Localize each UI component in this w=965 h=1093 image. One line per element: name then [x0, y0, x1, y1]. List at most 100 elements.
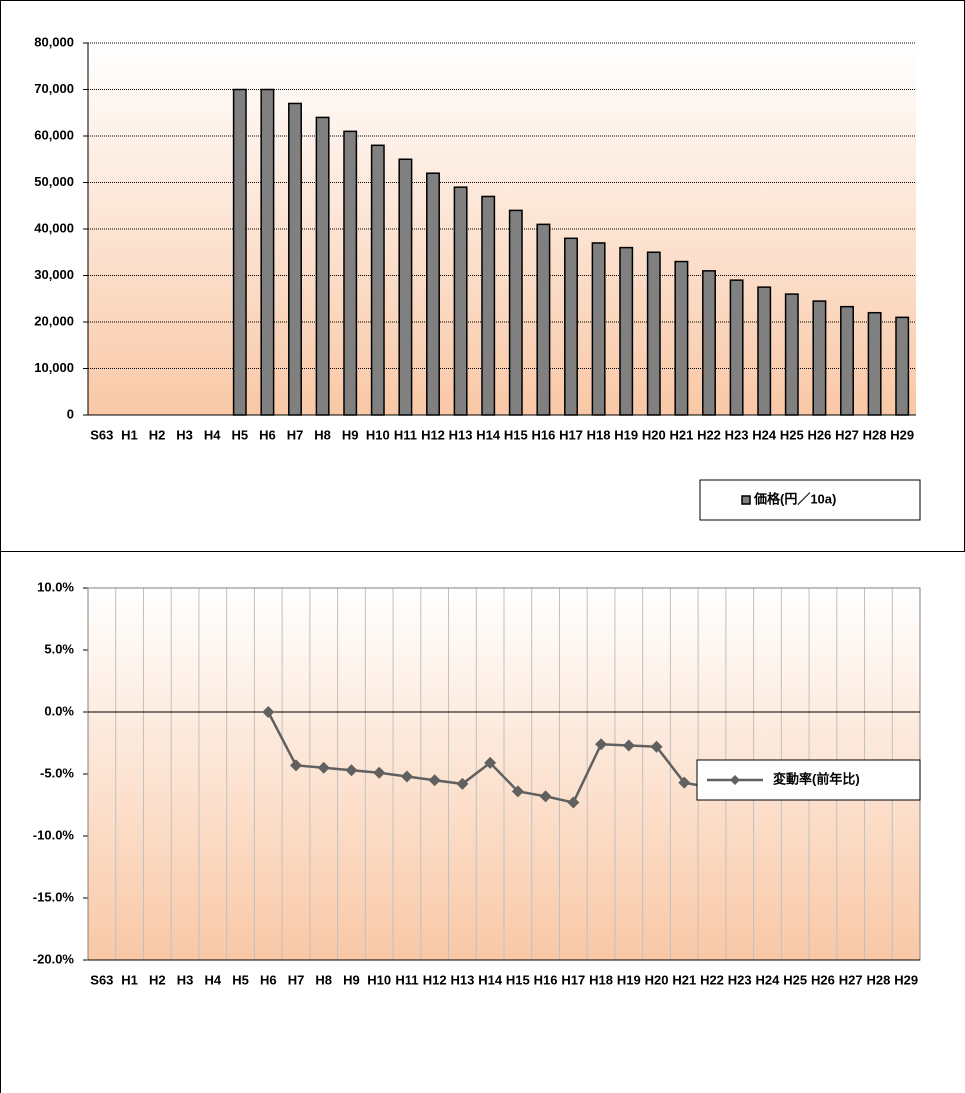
y-tick-label: 0: [67, 406, 74, 421]
marker: [650, 740, 663, 753]
legend-box: [699, 479, 921, 521]
bar: [784, 293, 799, 416]
marker: [262, 706, 275, 718]
bar: [564, 237, 578, 416]
y-tick-label: 10,000: [34, 360, 74, 375]
x-tick-label: H23: [728, 972, 752, 987]
bar: [370, 144, 385, 416]
x-tick-label: H16: [531, 427, 555, 442]
x-tick-label: H8: [315, 972, 332, 987]
bar: [619, 246, 634, 416]
bar: [260, 88, 275, 416]
x-tick-label: H7: [287, 427, 304, 442]
bar: [646, 251, 661, 416]
x-tick-label: H12: [423, 972, 447, 987]
bar: [757, 286, 772, 416]
x-tick-label: H6: [259, 427, 276, 442]
marker: [345, 764, 358, 777]
x-tick-label: H21: [672, 972, 696, 987]
bar: [453, 186, 468, 416]
bar: [536, 223, 551, 416]
marker: [484, 756, 497, 769]
x-tick-label: H29: [894, 972, 918, 987]
x-tick-label: H4: [204, 427, 221, 442]
marker: [595, 738, 608, 751]
x-tick-label: H28: [863, 427, 887, 442]
bar: [315, 116, 330, 416]
x-tick-label: H27: [835, 427, 859, 442]
bar: [895, 316, 910, 416]
bar: [674, 260, 689, 416]
y-tick-label: 40,000: [34, 220, 74, 235]
y-tick-label: 60,000: [34, 127, 74, 142]
x-tick-label: H28: [866, 972, 890, 987]
y-tick-label: 20,000: [34, 313, 74, 328]
x-tick-label: H24: [752, 427, 777, 442]
bar: [288, 102, 302, 416]
bar: [343, 130, 358, 416]
x-tick-label: H14: [478, 972, 503, 987]
x-tick-label: H10: [366, 427, 390, 442]
marker: [539, 790, 552, 803]
x-tick-label: H17: [559, 427, 583, 442]
x-tick-label: H10: [367, 972, 391, 987]
x-tick-label: H2: [149, 427, 166, 442]
marker: [678, 776, 691, 789]
x-tick-label: H24: [756, 972, 781, 987]
x-tick-label: H11: [394, 427, 417, 442]
bar: [840, 305, 854, 416]
x-tick-label: H13: [449, 427, 473, 442]
marker: [567, 796, 580, 809]
x-tick-label: H4: [204, 972, 221, 987]
legend-label: 変動率(前年比): [773, 771, 860, 786]
bar: [508, 209, 523, 416]
y-tick-label: -15.0%: [33, 889, 75, 904]
x-tick-label: H11: [395, 972, 418, 987]
x-tick-label: H9: [342, 427, 359, 442]
x-tick-label: H2: [149, 972, 166, 987]
y-tick-label: 70,000: [34, 81, 74, 96]
x-tick-label: H15: [506, 972, 530, 987]
bar: [591, 242, 606, 416]
x-tick-label: H1: [121, 427, 138, 442]
x-tick-label: H8: [314, 427, 331, 442]
x-tick-label: H25: [783, 972, 807, 987]
x-tick-label: H6: [260, 972, 277, 987]
x-tick-label: H16: [534, 972, 558, 987]
marker: [511, 785, 524, 798]
x-tick-label: H1: [121, 972, 138, 987]
x-tick-label: H5: [231, 427, 248, 442]
x-tick-label: S63: [90, 972, 113, 987]
x-tick-label: H23: [725, 427, 749, 442]
x-tick-label: H19: [617, 972, 641, 987]
x-tick-label: H25: [780, 427, 804, 442]
marker: [622, 739, 635, 752]
y-tick-label: -5.0%: [40, 765, 74, 780]
legend-swatch: [741, 495, 751, 505]
x-tick-label: H5: [232, 972, 249, 987]
x-tick-label: H21: [669, 427, 693, 442]
y-tick-label: 50,000: [34, 174, 74, 189]
bar: [867, 311, 882, 416]
x-tick-label: H20: [642, 427, 666, 442]
x-tick-label: H20: [645, 972, 669, 987]
legend-label: 価格(円／10a): [753, 491, 836, 506]
x-tick-label: H13: [450, 972, 474, 987]
marker: [290, 759, 302, 772]
x-tick-label: H14: [476, 427, 501, 442]
bar: [812, 300, 827, 416]
legend-marker: [730, 775, 740, 785]
y-tick-label: 10.0%: [37, 579, 74, 594]
x-tick-label: H26: [811, 972, 835, 987]
marker: [456, 777, 469, 790]
y-tick-label: 30,000: [34, 267, 74, 282]
bar: [702, 270, 716, 416]
y-tick-label: -10.0%: [33, 827, 75, 842]
x-tick-label: H3: [176, 427, 193, 442]
x-tick-label: H17: [561, 972, 585, 987]
x-tick-label: H12: [421, 427, 445, 442]
marker: [317, 761, 330, 774]
x-tick-label: H22: [700, 972, 724, 987]
bar: [426, 172, 440, 416]
